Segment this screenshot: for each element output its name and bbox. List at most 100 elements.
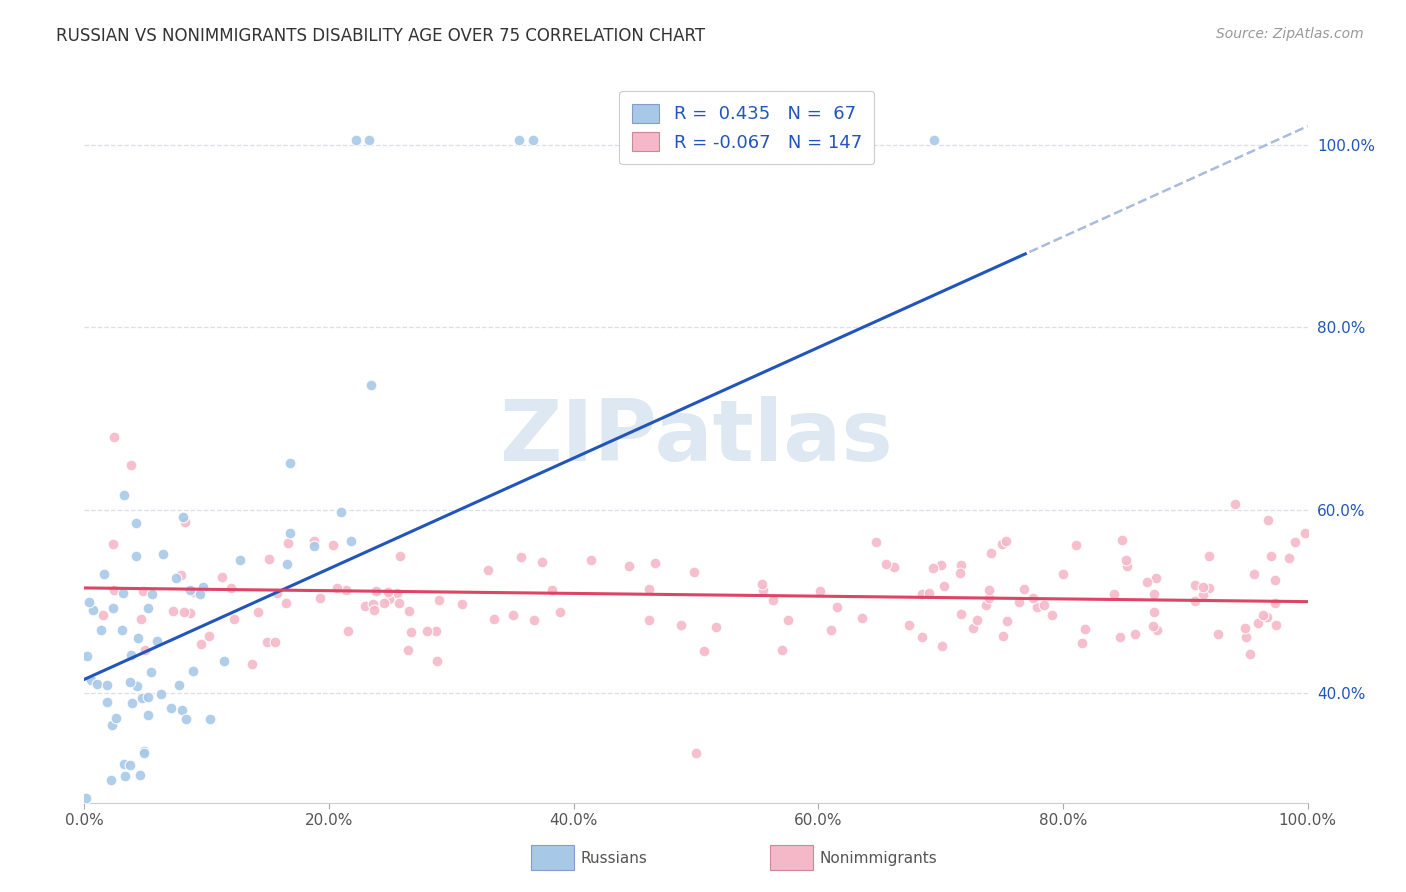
Point — [179, 583, 201, 598]
Point — [1008, 594, 1031, 608]
Point — [354, 599, 377, 613]
Point — [638, 582, 661, 596]
Point — [120, 674, 142, 689]
Point — [304, 533, 326, 548]
Point — [105, 866, 128, 880]
Point — [962, 621, 984, 635]
Point — [302, 539, 325, 553]
Point — [1073, 622, 1095, 636]
Point — [1234, 630, 1257, 644]
Point — [808, 583, 831, 598]
Point — [1223, 497, 1246, 511]
Point — [257, 551, 280, 566]
Point — [134, 642, 156, 657]
Point — [229, 553, 252, 567]
Point — [508, 133, 530, 147]
Point — [1191, 580, 1213, 594]
Point — [865, 535, 887, 549]
Point — [977, 591, 1000, 606]
Point — [1251, 608, 1274, 623]
Point — [1143, 605, 1166, 619]
Point — [1066, 538, 1088, 552]
Point — [1264, 573, 1286, 587]
Point — [264, 634, 287, 648]
Point — [132, 744, 155, 758]
Point — [770, 643, 793, 657]
Point — [1042, 607, 1064, 622]
Point — [949, 566, 972, 581]
Point — [619, 558, 641, 573]
Point — [91, 608, 114, 623]
Point — [96, 695, 118, 709]
Point — [221, 581, 243, 595]
Point — [579, 553, 602, 567]
Point — [193, 580, 215, 594]
Point — [242, 657, 264, 672]
Point — [1142, 619, 1164, 633]
Point — [364, 583, 387, 598]
Point — [1136, 575, 1159, 590]
Point — [165, 571, 187, 585]
Point — [90, 623, 112, 637]
Point — [751, 577, 773, 591]
Point — [104, 711, 127, 725]
Point — [224, 612, 246, 626]
Point — [778, 613, 800, 627]
Point — [125, 516, 148, 531]
Legend: R =  0.435   N =  67, R = -0.067   N = 147: R = 0.435 N = 67, R = -0.067 N = 147 — [620, 91, 875, 164]
Point — [173, 515, 195, 529]
Point — [141, 587, 163, 601]
Point — [326, 582, 349, 596]
Point — [136, 708, 159, 723]
Point — [825, 599, 848, 614]
Point — [1264, 618, 1286, 632]
Point — [918, 586, 941, 600]
Point — [991, 629, 1014, 643]
Point — [387, 586, 409, 600]
Point — [337, 624, 360, 639]
Point — [531, 555, 554, 569]
Point — [510, 549, 533, 564]
Point — [76, 649, 98, 664]
Point — [101, 718, 124, 732]
Point — [212, 654, 235, 668]
Point — [1111, 533, 1133, 548]
Point — [1284, 535, 1306, 549]
Point — [426, 654, 449, 668]
Point — [103, 430, 125, 444]
Point — [120, 648, 142, 662]
Point — [179, 606, 201, 620]
Point — [1243, 567, 1265, 582]
Point — [416, 624, 439, 639]
Point — [159, 701, 181, 715]
Point — [1208, 627, 1230, 641]
Point — [146, 634, 169, 648]
Point — [995, 614, 1018, 628]
Point — [548, 605, 571, 619]
Point — [752, 583, 775, 598]
Point — [685, 746, 707, 760]
Point — [522, 133, 544, 147]
Point — [172, 510, 194, 524]
Point — [131, 690, 153, 705]
Point — [911, 587, 934, 601]
Point — [762, 592, 785, 607]
Point — [929, 558, 952, 573]
Point — [425, 624, 447, 639]
Point — [1247, 615, 1270, 630]
Point — [1109, 630, 1132, 644]
Point — [277, 535, 299, 549]
Point — [211, 570, 233, 584]
Point — [1022, 591, 1045, 605]
Point — [911, 631, 934, 645]
Point — [931, 639, 953, 653]
Point — [82, 603, 104, 617]
Point — [921, 561, 943, 575]
Point — [118, 757, 141, 772]
Point — [396, 643, 419, 657]
Point — [1125, 627, 1147, 641]
Point — [112, 488, 135, 502]
Point — [103, 582, 125, 597]
Point — [398, 604, 420, 618]
Point — [136, 601, 159, 615]
